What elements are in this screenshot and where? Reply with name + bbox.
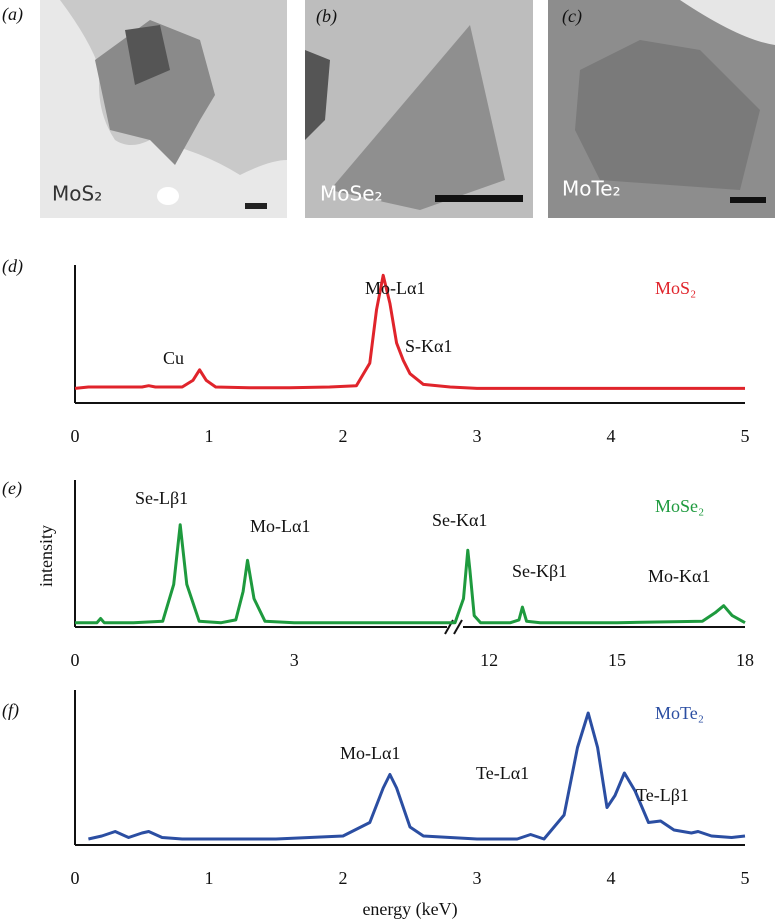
axis-break: [453, 619, 463, 635]
x-tick-label: 3: [290, 650, 299, 670]
x-tick-label: 18: [736, 650, 754, 670]
y-axis-label: intensity: [36, 525, 56, 587]
peak-annotation: Cu: [163, 348, 184, 368]
x-tick-label: 3: [473, 426, 482, 446]
panel-label: (f): [2, 700, 19, 721]
x-axis-label: energy (keV): [362, 899, 457, 920]
x-tick-label: 0: [71, 650, 80, 670]
image-caption: MoSe₂: [320, 182, 383, 206]
tem-image-a: [40, 0, 287, 218]
peak-annotation: Mo-Lα1: [250, 516, 310, 536]
x-tick-label: 3: [473, 868, 482, 888]
peak-annotation: Mo-Kα1: [648, 566, 710, 586]
axis-break-gap: [447, 623, 463, 631]
x-tick-label: 2: [339, 868, 348, 888]
x-tick-label: 0: [71, 426, 80, 446]
panel-label: (b): [316, 6, 337, 27]
x-tick-label: 0: [71, 868, 80, 888]
panel-label: (a): [2, 4, 23, 25]
peak-annotation: Se-Kα1: [432, 510, 487, 530]
tem-image-b: [305, 0, 533, 218]
peak-annotation: S-Kα1: [405, 336, 452, 356]
panel-label: (c): [562, 6, 582, 27]
x-tick-label: 5: [741, 426, 750, 446]
peak-annotation: Mo-Lα1: [365, 278, 425, 298]
peak-annotation: Te-Lα1: [476, 763, 529, 783]
x-tick-label: 15: [608, 650, 626, 670]
peak-annotation: Se-Lβ1: [135, 488, 188, 508]
peak-annotation: Se-Kβ1: [512, 561, 567, 581]
x-tick-label: 4: [607, 868, 616, 888]
spectrum-line: [75, 523, 746, 625]
peak-annotation: Te-Lβ1: [636, 785, 689, 805]
image-caption: MoS₂: [52, 182, 102, 206]
legend-label: MoS₂: [655, 278, 696, 298]
panel-label: (d): [2, 256, 23, 277]
panel-label: (e): [2, 478, 22, 499]
legend-label: MoTe₂: [655, 703, 704, 723]
x-tick-label: 1: [205, 868, 214, 888]
peak-annotation: Mo-Lα1: [340, 743, 400, 763]
x-tick-label: 12: [480, 650, 498, 670]
x-tick-label: 4: [607, 426, 616, 446]
x-tick-label: 1: [205, 426, 214, 446]
x-tick-label: 5: [741, 868, 750, 888]
spectrum-line: [88, 711, 746, 841]
tem-image-c: [548, 0, 775, 218]
image-caption: MoTe₂: [562, 177, 621, 201]
legend-label: MoSe₂: [655, 496, 704, 516]
spectrum-line: [74, 273, 745, 390]
x-tick-label: 2: [339, 426, 348, 446]
